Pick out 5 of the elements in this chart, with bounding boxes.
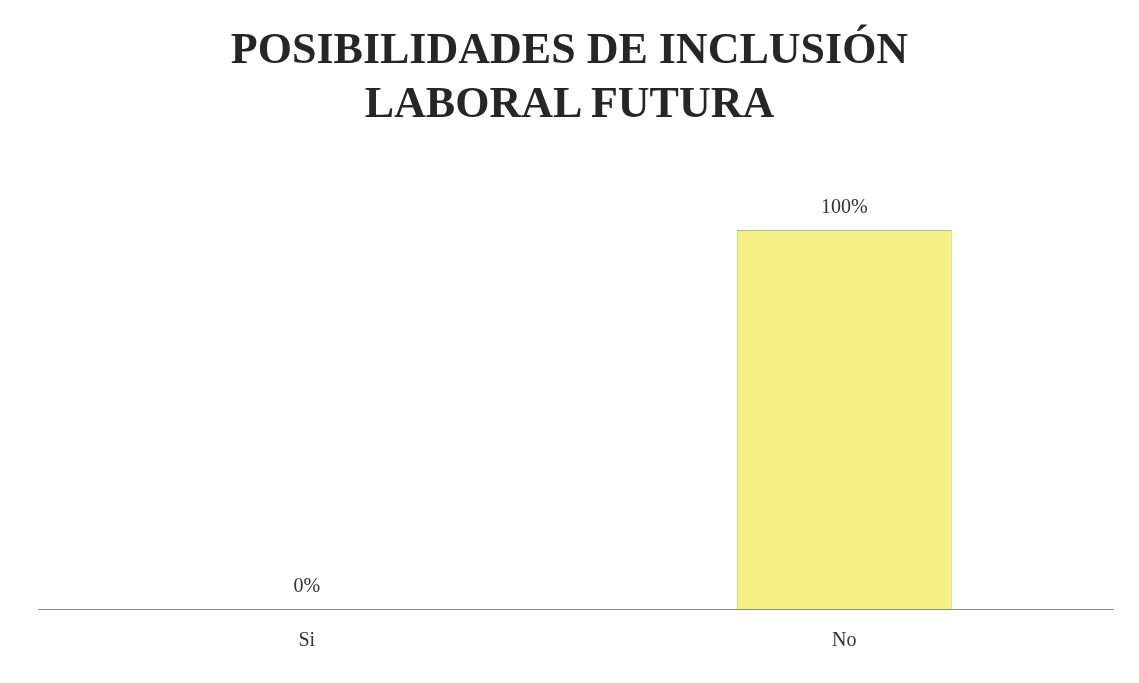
data-label: 100% bbox=[820, 195, 868, 218]
x-tick-label: No bbox=[832, 628, 857, 651]
x-tick-label: Si bbox=[298, 628, 316, 651]
chart-title: POSIBILIDADES DE INCLUSIÓN LABORAL FUTURA bbox=[229, 23, 910, 129]
data-label: 0% bbox=[293, 574, 321, 597]
